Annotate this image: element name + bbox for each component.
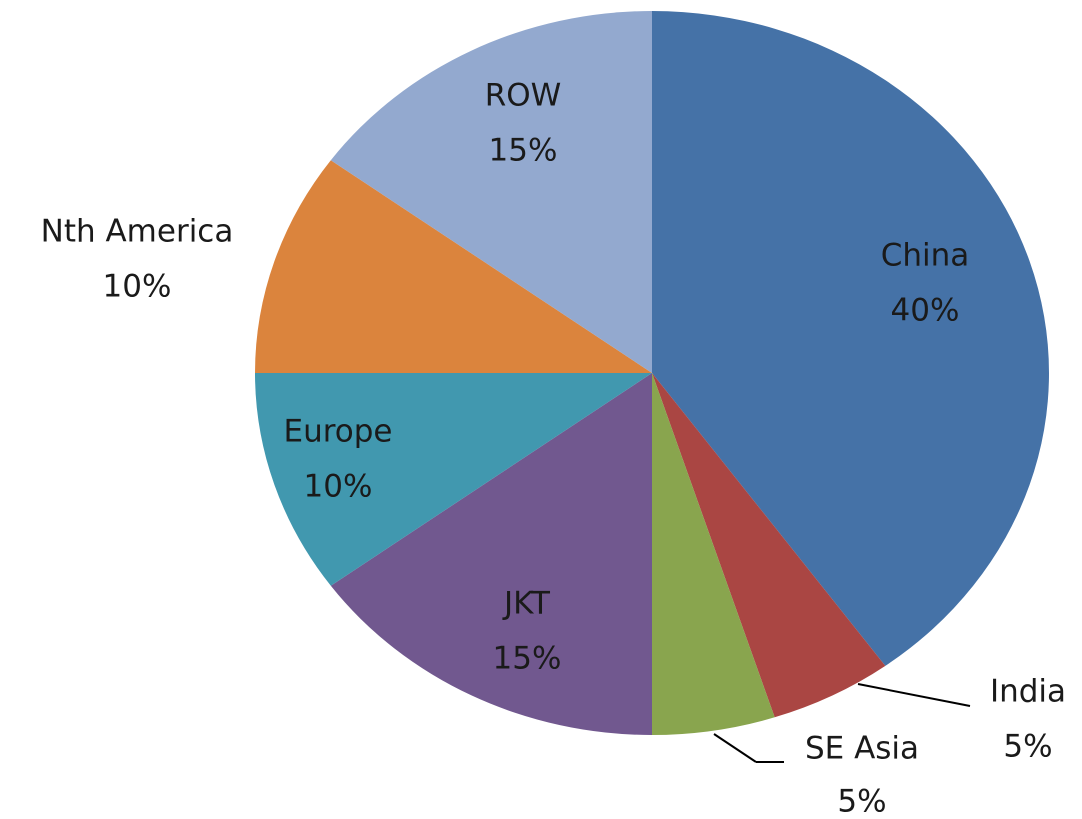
leader-line <box>713 733 757 763</box>
pie-slice <box>652 11 1049 666</box>
pie-slice <box>255 160 652 373</box>
value-label: 5% <box>837 784 886 819</box>
leader-line <box>857 683 971 707</box>
value-label: 40% <box>891 293 960 329</box>
pie-slice <box>652 373 886 718</box>
category-label: SE Asia <box>805 731 919 767</box>
pie-slice <box>652 373 775 735</box>
category-label: JKT <box>502 586 551 622</box>
value-label: 5% <box>1003 729 1052 765</box>
value-label: 10% <box>103 269 172 305</box>
value-label: 15% <box>493 641 562 677</box>
pie-slice <box>330 373 652 735</box>
pie-slice <box>330 11 652 373</box>
value-label: 15% <box>489 133 558 169</box>
category-label: ROW <box>485 78 562 114</box>
category-label: Nth America <box>41 214 234 250</box>
category-label: India <box>990 674 1066 710</box>
pie-slice <box>255 373 652 586</box>
value-label: 10% <box>304 469 373 505</box>
category-label: Europe <box>283 414 392 450</box>
category-label: China <box>881 238 970 274</box>
